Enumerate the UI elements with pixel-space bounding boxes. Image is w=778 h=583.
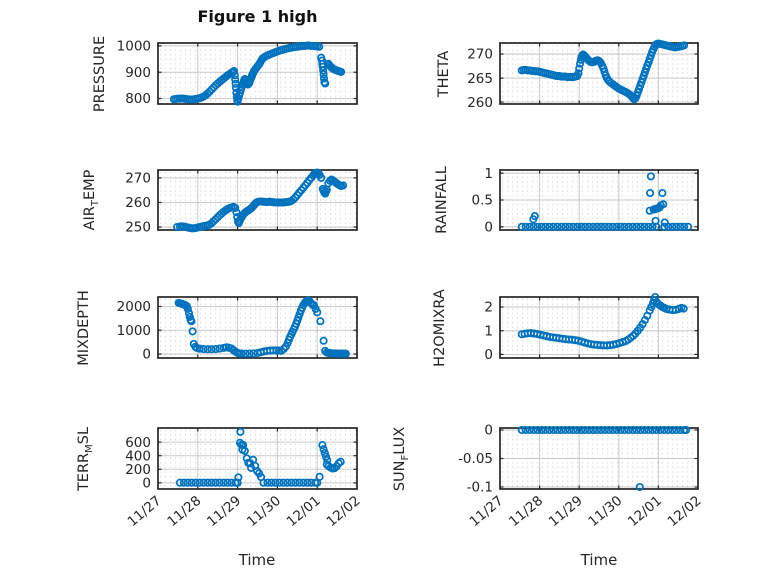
major-grid	[500, 43, 698, 104]
ylabel-theta: THETA	[435, 50, 452, 97]
svg-text:11/27: 11/27	[466, 493, 506, 530]
svg-text:0.5: 0.5	[472, 193, 493, 209]
svg-text:1000: 1000	[117, 323, 151, 339]
plot-theta: 260 265 270	[467, 39, 699, 111]
svg-text:600: 600	[125, 435, 151, 451]
plot-pressure: 800 900 1000	[117, 39, 358, 107]
ylabel-mixdepth: MIXDEPTH	[75, 289, 92, 366]
ylabel-h2omixra: H2OMIXRA	[431, 288, 448, 367]
x-tick-labels: 11/27 11/28 11/29 11/30 12/01 12/02	[466, 493, 704, 530]
plot-rainfall: 00.51	[472, 166, 699, 236]
y-tick-labels: 250 260 270	[125, 171, 151, 236]
y-tick-labels: 00.51	[472, 166, 493, 236]
svg-text:0: 0	[142, 476, 151, 492]
x-axis-label-right: Time	[580, 551, 618, 569]
svg-text:11/29: 11/29	[546, 493, 586, 530]
ylabel-pressure: PRESSURE	[91, 35, 108, 112]
y-tick-labels: 260 265 270	[467, 47, 493, 111]
axes-box	[157, 427, 358, 490]
data-markers	[517, 425, 691, 492]
svg-text:200: 200	[125, 462, 151, 478]
svg-text:265: 265	[467, 71, 493, 87]
svg-text:12/01: 12/01	[284, 493, 324, 530]
svg-text:800: 800	[125, 91, 151, 107]
svg-text:1: 1	[484, 166, 493, 182]
plot-mixdepth: 0 1000 2000	[117, 296, 358, 363]
svg-text:11/28: 11/28	[506, 493, 546, 530]
data-markers	[175, 427, 345, 487]
svg-text:11/27: 11/27	[124, 493, 164, 530]
ylabel-air_temp: AIRTEMP	[82, 169, 101, 231]
svg-text:900: 900	[125, 65, 151, 81]
svg-text:-0.1: -0.1	[467, 480, 493, 496]
svg-text:270: 270	[125, 171, 151, 187]
plot-air_temp: 250 260 270	[125, 168, 358, 236]
y-tick-labels: 800 900 1000	[117, 39, 151, 108]
y-tick-labels: 0 -0.05 -0.1	[458, 423, 493, 496]
svg-text:0: 0	[484, 423, 493, 439]
svg-text:12/02: 12/02	[323, 493, 363, 530]
svg-text:11/28: 11/28	[164, 493, 204, 530]
data-markers	[517, 39, 689, 104]
axes-box	[499, 42, 699, 105]
svg-text:12/01: 12/01	[625, 493, 665, 530]
svg-text:260: 260	[467, 95, 493, 111]
svg-text:260: 260	[125, 195, 151, 211]
data-markers	[517, 292, 688, 350]
svg-text:1000: 1000	[117, 39, 151, 55]
data-markers	[174, 296, 350, 358]
svg-text:2: 2	[484, 300, 493, 316]
svg-text:1: 1	[484, 323, 493, 339]
svg-text:-0.05: -0.05	[458, 451, 493, 467]
svg-text:2000: 2000	[117, 299, 151, 315]
figure-title: Figure 1 high	[197, 7, 318, 26]
axes-box	[157, 42, 358, 105]
plot-h2omixra: 0 1 2	[484, 292, 699, 363]
svg-text:0: 0	[142, 347, 151, 363]
data-markers	[517, 172, 693, 231]
svg-text:270: 270	[467, 47, 493, 63]
svg-text:0: 0	[484, 220, 493, 236]
svg-text:12/02: 12/02	[664, 493, 704, 530]
svg-text:11/29: 11/29	[204, 493, 244, 530]
svg-text:11/30: 11/30	[585, 493, 625, 530]
data-markers	[173, 168, 348, 233]
x-axis-label-left: Time	[238, 551, 276, 569]
y-tick-labels: 0 1000 2000	[117, 299, 151, 363]
data-markers	[169, 41, 346, 106]
ylabel-sun_flux: SUNFLUX	[392, 426, 411, 491]
svg-text:11/30: 11/30	[244, 493, 284, 530]
y-tick-labels: 0 1 2	[484, 300, 493, 363]
x-tick-labels: 11/27 11/28 11/29 11/30 12/01 12/02	[124, 493, 363, 530]
plot-sun_flux: 0 -0.05 -0.111/27 11/28 11/29 11/30 12/01 12/02	[458, 423, 705, 530]
svg-text:400: 400	[125, 448, 151, 464]
ylabel-rainfall: RAINFALL	[433, 166, 450, 234]
ylabel-terr_msl: TERRMSL	[76, 426, 95, 491]
svg-text:250: 250	[125, 220, 151, 236]
svg-text:0: 0	[484, 347, 493, 363]
